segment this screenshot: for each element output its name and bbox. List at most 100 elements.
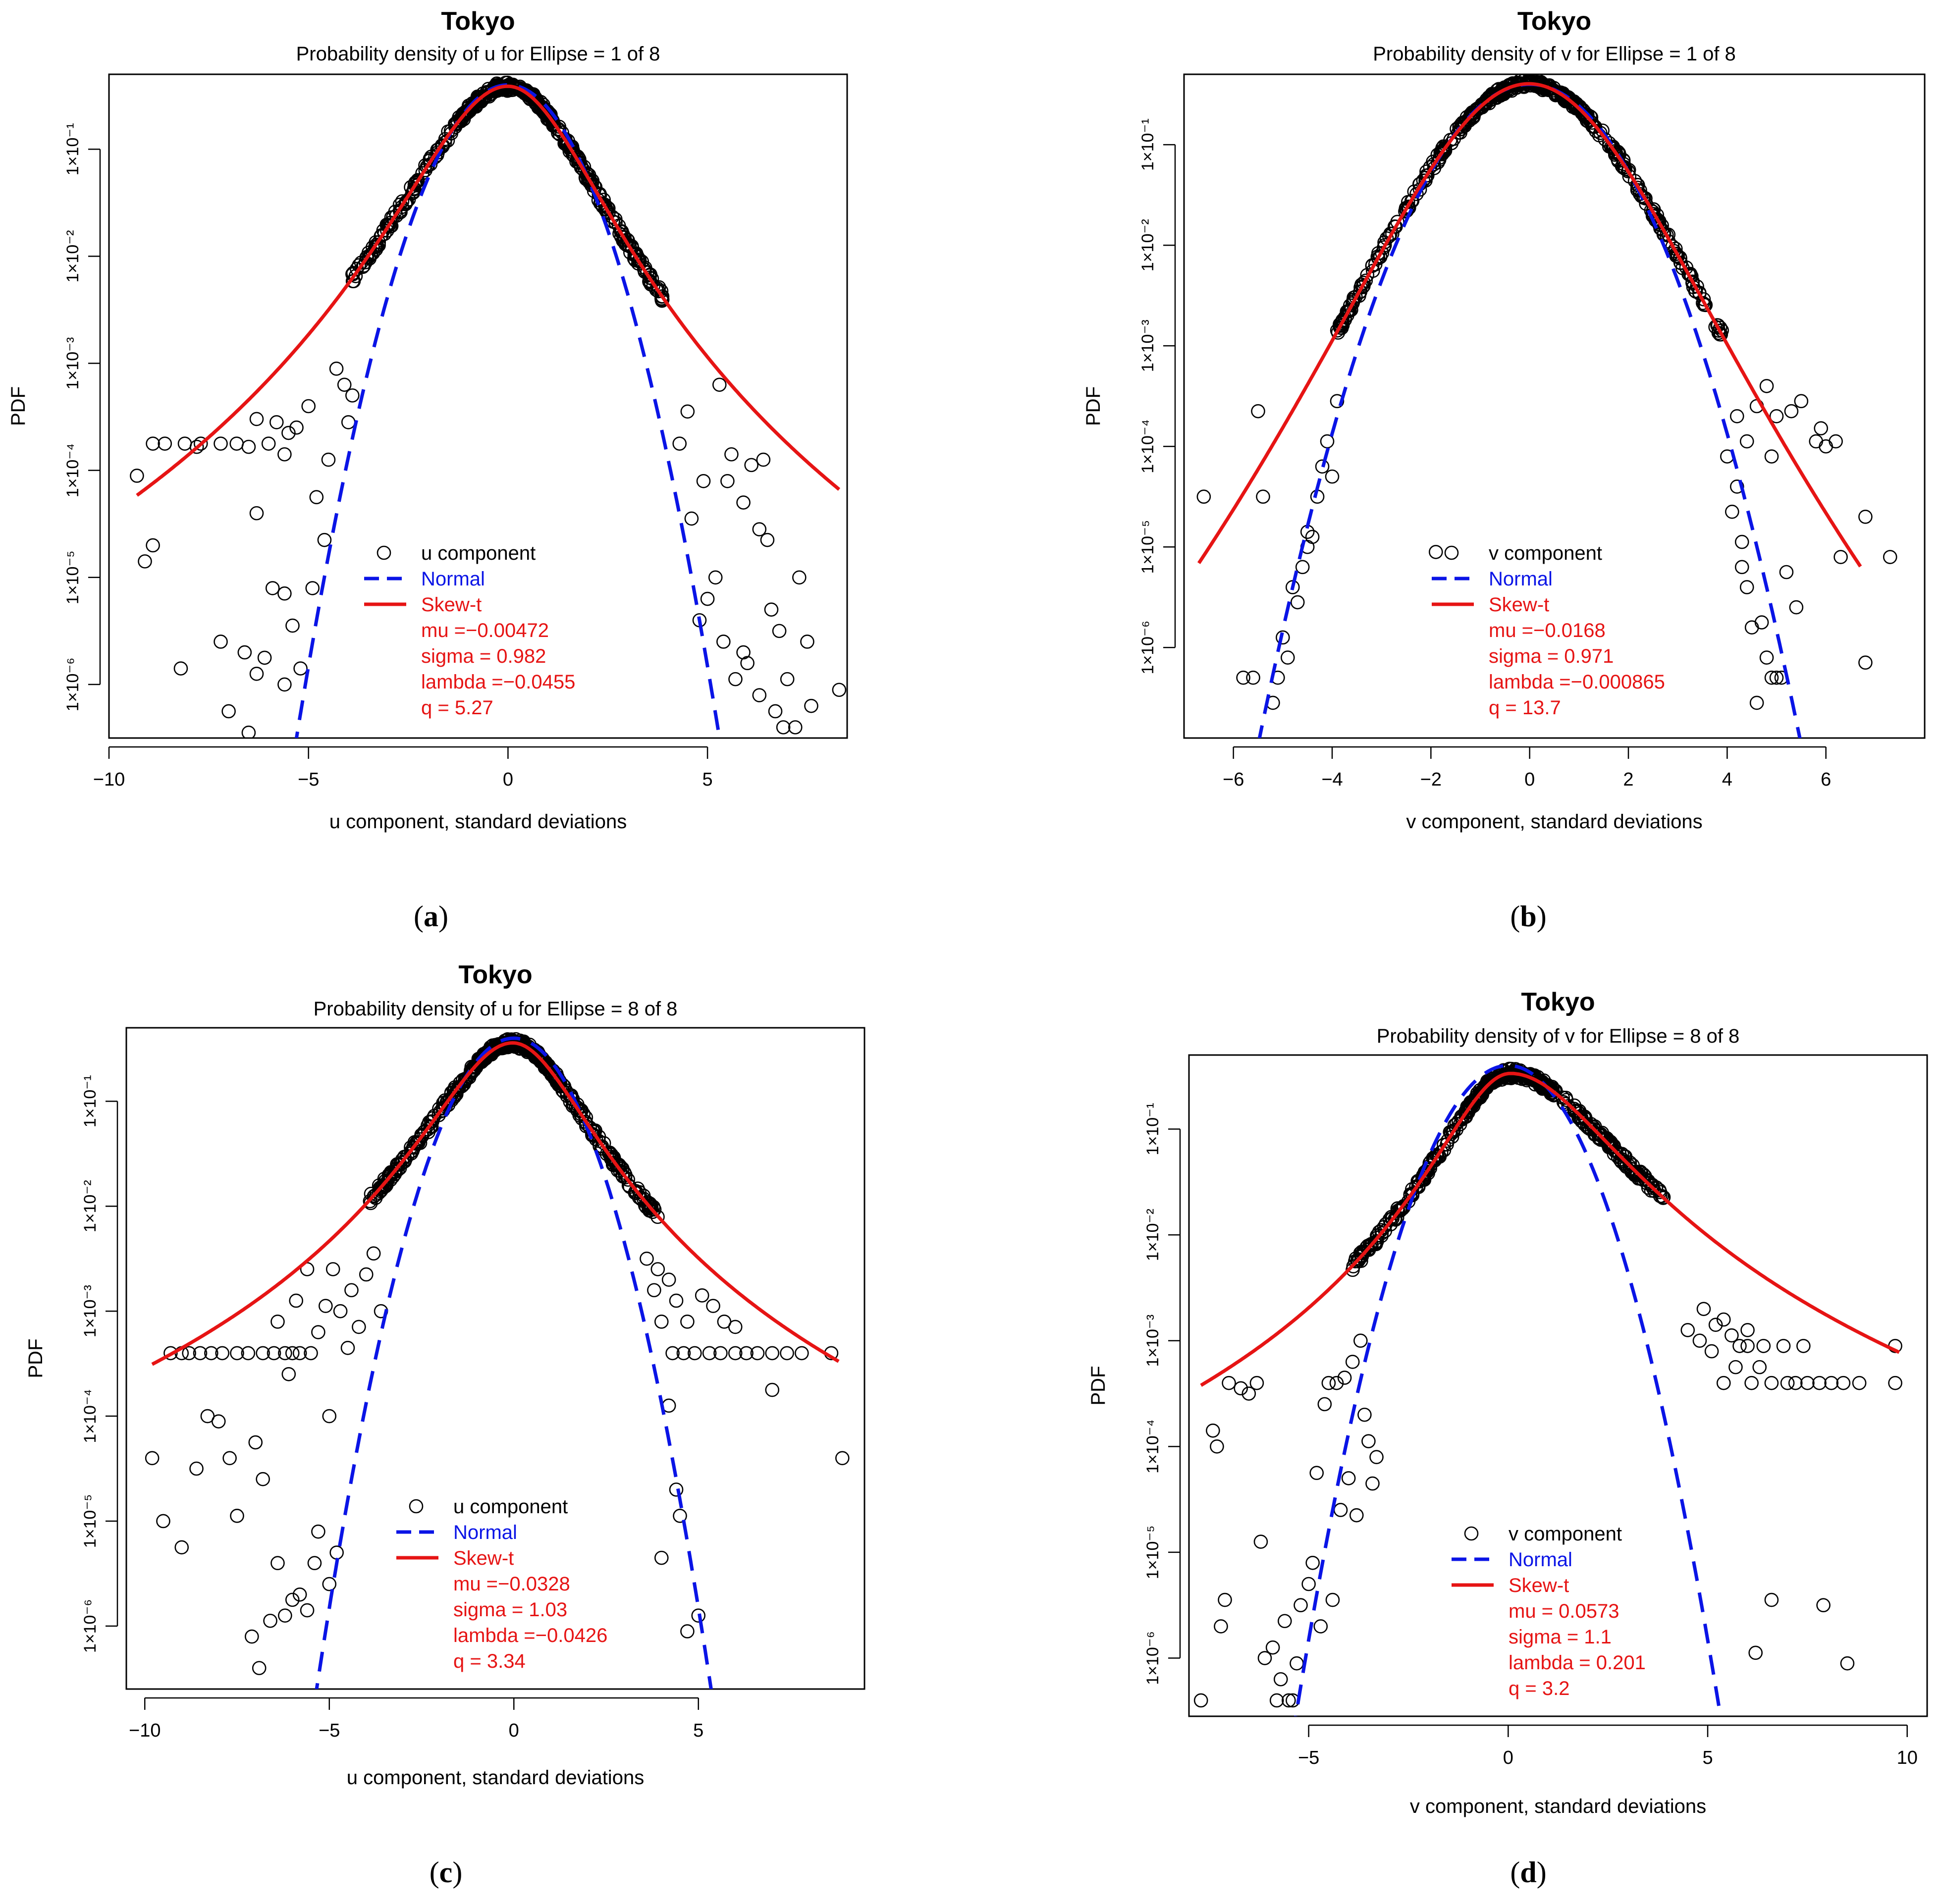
data-point xyxy=(1265,1640,1280,1655)
data-point xyxy=(1446,1124,1461,1139)
chart-subtitle: Probability density of u for Ellipse = 1… xyxy=(296,43,660,65)
data-point xyxy=(278,1608,292,1623)
data-point xyxy=(1361,1434,1376,1448)
plot-frame xyxy=(1188,1054,1928,1717)
data-point xyxy=(277,447,292,462)
data-point xyxy=(1290,1656,1304,1671)
data-point xyxy=(695,1288,709,1303)
data-point xyxy=(1734,534,1749,549)
data-point xyxy=(650,1262,665,1276)
chart-title: Tokyo xyxy=(1517,7,1591,36)
data-point xyxy=(266,753,279,766)
data-point xyxy=(252,1661,267,1675)
data-point xyxy=(680,1315,695,1329)
y-tick-label: 1×10⁻⁵ xyxy=(1143,1526,1162,1580)
data-point xyxy=(372,235,386,250)
x-axis-label: v component, standard deviations xyxy=(1410,1796,1706,1817)
data-point xyxy=(382,1169,397,1184)
data-point xyxy=(1754,615,1769,630)
data-point xyxy=(241,439,256,454)
x-axis-label: u component, standard deviations xyxy=(329,811,627,833)
data-point xyxy=(1780,1375,1795,1390)
x-tick-label: 5 xyxy=(702,769,713,790)
y-tick-label: 1×10⁻⁵ xyxy=(81,1494,100,1548)
legend-param: lambda = 0.201 xyxy=(1509,1652,1646,1674)
data-point xyxy=(1490,1071,1505,1086)
legend: u component Normal Skew-t mu =−0.00472 sigma… xyxy=(364,542,575,719)
data-point xyxy=(395,200,409,214)
data-point xyxy=(1636,190,1651,205)
data-point xyxy=(423,157,438,171)
legend-param: lambda =−0.0455 xyxy=(421,671,575,693)
plot-area xyxy=(145,1032,850,1689)
data-point xyxy=(1656,1191,1671,1205)
data-point xyxy=(1729,409,1744,423)
data-point xyxy=(456,106,471,121)
y-tick-label: 1×10⁻³ xyxy=(81,1285,100,1337)
data-point xyxy=(325,1262,340,1276)
x-axis-label: u component, standard deviations xyxy=(347,1767,644,1789)
data-point xyxy=(1622,1155,1637,1169)
data-point xyxy=(1246,670,1260,685)
data-point xyxy=(669,1482,684,1497)
data-point xyxy=(605,210,620,224)
data-point xyxy=(221,704,236,719)
data-point xyxy=(752,688,767,702)
data-point xyxy=(661,1272,676,1287)
data-point xyxy=(362,250,376,264)
x-tick-label: 0 xyxy=(1503,1747,1513,1768)
data-point xyxy=(835,1451,850,1466)
data-point xyxy=(1459,1103,1474,1118)
panel-label: (b) xyxy=(1510,900,1546,933)
data-point xyxy=(1345,1355,1360,1369)
data-point xyxy=(1883,550,1897,564)
data-point xyxy=(398,196,413,210)
y-tick-label: 1×10⁻² xyxy=(1143,1209,1162,1261)
data-point xyxy=(1814,421,1828,435)
data-point xyxy=(713,1346,728,1361)
data-point xyxy=(174,1540,189,1555)
data-point xyxy=(516,1038,530,1053)
data-point xyxy=(1236,670,1250,685)
data-point xyxy=(249,506,264,521)
x-tick-label: 0 xyxy=(1524,769,1535,790)
data-point xyxy=(1253,1534,1268,1549)
data-point xyxy=(1251,404,1265,419)
data-point xyxy=(368,240,382,255)
data-point xyxy=(764,602,779,617)
data-point xyxy=(1234,1381,1248,1396)
data-point xyxy=(1305,1555,1320,1570)
data-point xyxy=(1282,1693,1296,1708)
legend-param: lambda =−0.0426 xyxy=(453,1625,607,1646)
data-point xyxy=(1604,1139,1618,1154)
data-point xyxy=(1241,1386,1256,1401)
data-point xyxy=(1435,144,1450,159)
data-point xyxy=(702,1346,717,1361)
data-point xyxy=(1764,1592,1779,1607)
data-point xyxy=(317,532,332,547)
chart-subtitle: Probability density of u for Ellipse = 8… xyxy=(314,998,678,1020)
chart-subtitle: Probability density of v for Ellipse = 1… xyxy=(1373,43,1736,65)
data-point xyxy=(359,1267,374,1282)
data-point xyxy=(1557,88,1571,103)
chart-panel-c: Tokyo Probability density of u for Ellips… xyxy=(25,960,865,1889)
data-point xyxy=(1313,1619,1328,1634)
data-point xyxy=(1829,434,1843,449)
data-point xyxy=(1301,1577,1316,1591)
data-point xyxy=(420,159,434,174)
normal-curve xyxy=(1294,1063,1723,1716)
x-axis-label: v component, standard deviations xyxy=(1406,811,1702,833)
data-point xyxy=(301,399,316,414)
data-point xyxy=(177,436,192,451)
x-tick-label: 4 xyxy=(1722,769,1732,790)
data-point xyxy=(800,635,814,649)
data-point xyxy=(1206,1423,1220,1438)
data-point xyxy=(293,661,308,676)
panel-label: (c) xyxy=(430,1856,463,1889)
data-point xyxy=(795,1346,809,1361)
data-point xyxy=(1759,379,1774,393)
data-point xyxy=(684,511,699,526)
data-point xyxy=(281,1367,296,1381)
data-point xyxy=(1337,1371,1352,1385)
